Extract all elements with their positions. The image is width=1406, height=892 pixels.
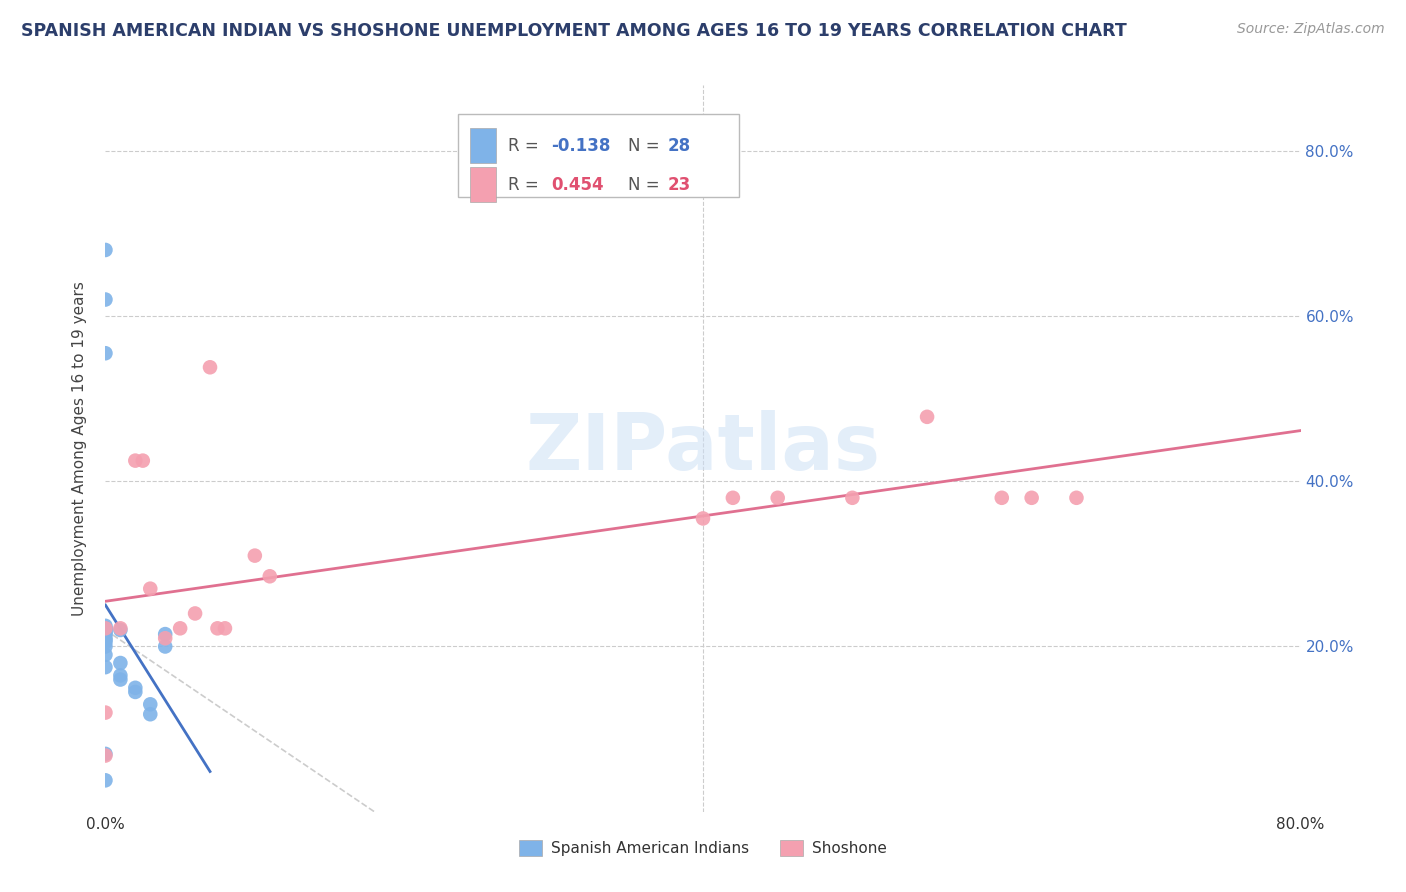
Point [110, 673, 132, 687]
Point [198, 360, 221, 375]
Bar [470, 168, 496, 202]
Text: N =: N = [627, 176, 665, 194]
Point [94, 660, 117, 674]
Point [1066, 491, 1088, 505]
Point [155, 640, 177, 654]
Point [94, 635, 117, 649]
Point [110, 621, 132, 635]
Point [184, 607, 207, 621]
Text: -0.138: -0.138 [551, 136, 610, 154]
Point [94, 621, 117, 635]
Point [124, 681, 146, 695]
Point [94, 748, 117, 763]
Point [94, 627, 117, 641]
Point [692, 511, 714, 525]
Point [94, 773, 117, 788]
Point [94, 632, 117, 647]
Point [841, 491, 863, 505]
Text: N =: N = [627, 136, 665, 154]
Point [214, 621, 236, 635]
Text: ZIPatlas: ZIPatlas [526, 410, 880, 486]
Point [766, 491, 789, 505]
Point [132, 453, 155, 467]
Point [915, 409, 938, 424]
Point [94, 648, 117, 662]
Text: SPANISH AMERICAN INDIAN VS SHOSHONE UNEMPLOYMENT AMONG AGES 16 TO 19 YEARS CORRE: SPANISH AMERICAN INDIAN VS SHOSHONE UNEM… [21, 22, 1126, 40]
Point [169, 621, 191, 635]
Point [139, 707, 162, 722]
Text: 28: 28 [668, 136, 690, 154]
Point [139, 582, 162, 596]
Text: R =: R = [508, 136, 544, 154]
Point [94, 706, 117, 720]
Point [110, 656, 132, 670]
Point [155, 632, 177, 646]
Point [124, 685, 146, 699]
Y-axis label: Unemployment Among Ages 16 to 19 years: Unemployment Among Ages 16 to 19 years [72, 281, 87, 615]
Point [990, 491, 1012, 505]
Point [124, 453, 146, 467]
Text: 0.454: 0.454 [551, 176, 603, 194]
Point [94, 621, 117, 635]
Point [94, 346, 117, 360]
Point [94, 621, 117, 635]
Text: 23: 23 [668, 176, 690, 194]
Point [94, 623, 117, 637]
Text: Source: ZipAtlas.com: Source: ZipAtlas.com [1237, 22, 1385, 37]
Point [155, 627, 177, 641]
Point [110, 668, 132, 682]
Point [94, 640, 117, 654]
Legend: Spanish American Indians, Shoshone: Spanish American Indians, Shoshone [513, 834, 893, 863]
Point [94, 624, 117, 639]
FancyBboxPatch shape [458, 114, 740, 197]
Point [94, 619, 117, 633]
Point [94, 632, 117, 646]
Point [259, 569, 281, 583]
Point [94, 627, 117, 641]
Point [207, 621, 229, 635]
Point [94, 243, 117, 257]
Point [94, 747, 117, 761]
Text: R =: R = [508, 176, 544, 194]
Bar [470, 128, 496, 163]
Point [243, 549, 266, 563]
Point [721, 491, 744, 505]
Point [1021, 491, 1043, 505]
Point [110, 623, 132, 637]
Point [94, 293, 117, 307]
Point [139, 698, 162, 712]
